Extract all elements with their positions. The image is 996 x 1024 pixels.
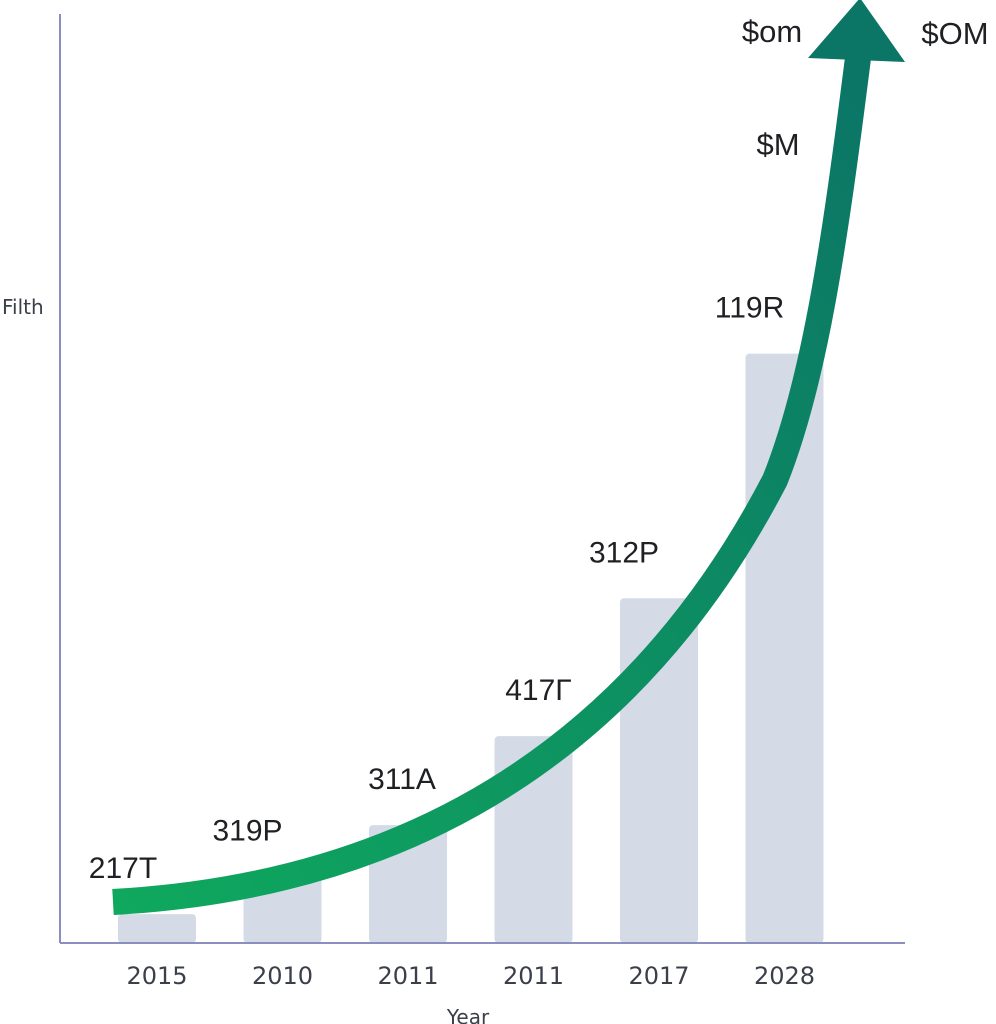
trend-label-top: $om — [742, 14, 802, 49]
bar-value-label: 312P — [589, 536, 659, 569]
bar-value-labels: 217T 319P 311A 417Γ 312P 119R — [89, 292, 784, 885]
trend-arrowhead — [808, 0, 905, 62]
bar-value-label: 119R — [715, 292, 785, 325]
trend-curve — [112, 56, 871, 915]
trend-label-arrow: $OM — [921, 16, 988, 51]
bar-value-label: 319P — [212, 814, 282, 847]
bar-group — [118, 353, 824, 943]
x-tick-label: 2010 — [252, 962, 313, 990]
bar-value-label: 217T — [89, 852, 157, 885]
y-axis-label: Filth — [2, 295, 44, 319]
trend-label-mid: $M — [756, 127, 799, 162]
x-tick-label: 2015 — [126, 962, 187, 990]
x-axis-label: Year — [446, 1005, 490, 1024]
x-tick-label: 2011 — [377, 962, 438, 990]
x-tick-labels: 2015 2010 2011 2011 2017 2028 — [126, 962, 815, 990]
x-tick-label: 2017 — [628, 962, 689, 990]
x-tick-label: 2028 — [754, 962, 815, 990]
bar — [118, 914, 196, 943]
bar-value-label: 417Γ — [505, 674, 572, 707]
x-tick-label: 2011 — [503, 962, 564, 990]
bar-value-label: 311A — [368, 763, 436, 796]
